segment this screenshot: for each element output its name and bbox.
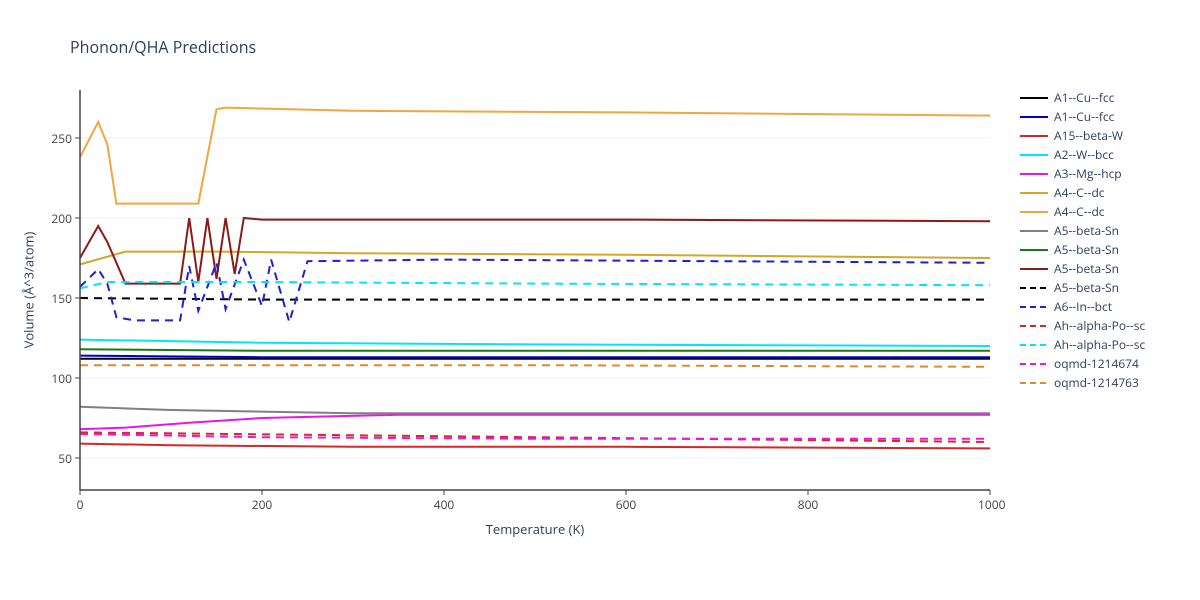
legend-item[interactable]: A4--C--dc [1020, 183, 1190, 202]
series-line[interactable] [80, 365, 990, 367]
series-line[interactable] [80, 340, 990, 346]
legend: A1--Cu--fcc A1--Cu--fcc A15--beta-W A2--W--… [1020, 88, 1190, 392]
legend-label: A5--beta-Sn [1054, 260, 1119, 277]
legend-swatch [1020, 92, 1048, 104]
legend-swatch [1020, 339, 1048, 351]
legend-item[interactable]: A6--In--bct [1020, 297, 1190, 316]
legend-item[interactable]: Ah--alpha-Po--sc [1020, 335, 1190, 354]
legend-swatch [1020, 187, 1048, 199]
legend-item[interactable]: A2--W--bcc [1020, 145, 1190, 164]
legend-swatch [1020, 225, 1048, 237]
x-tick-label: 800 [796, 496, 820, 513]
legend-item[interactable]: oqmd-1214763 [1020, 373, 1190, 392]
y-tick-label: 50 [58, 450, 72, 467]
legend-label: A5--beta-Sn [1054, 241, 1119, 258]
legend-label: A5--beta-Sn [1054, 222, 1119, 239]
chart-title: Phonon/QHA Predictions [70, 36, 256, 58]
series-line[interactable] [80, 260, 990, 322]
series-line[interactable] [80, 349, 990, 351]
legend-swatch [1020, 206, 1048, 218]
series-line[interactable] [80, 108, 990, 204]
legend-label: A4--C--dc [1054, 203, 1105, 220]
legend-swatch [1020, 111, 1048, 123]
series-line[interactable] [80, 444, 990, 449]
legend-swatch [1020, 320, 1048, 332]
legend-item[interactable]: A5--beta-Sn [1020, 240, 1190, 259]
legend-label: oqmd-1214763 [1054, 374, 1139, 391]
x-axis-label: Temperature (K) [80, 520, 990, 538]
legend-item[interactable]: A5--beta-Sn [1020, 278, 1190, 297]
legend-item[interactable]: A3--Mg--hcp [1020, 164, 1190, 183]
legend-swatch [1020, 301, 1048, 313]
x-tick-label: 0 [68, 496, 92, 513]
legend-label: A2--W--bcc [1054, 146, 1114, 163]
legend-label: A3--Mg--hcp [1054, 165, 1122, 182]
legend-item[interactable]: A4--C--dc [1020, 202, 1190, 221]
legend-label: oqmd-1214674 [1054, 355, 1139, 372]
series-line[interactable] [80, 432, 990, 442]
legend-item[interactable]: A1--Cu--fcc [1020, 88, 1190, 107]
legend-item[interactable]: oqmd-1214674 [1020, 354, 1190, 373]
legend-item[interactable]: A5--beta-Sn [1020, 259, 1190, 278]
x-tick-label: 400 [432, 496, 456, 513]
y-tick-label: 150 [51, 290, 72, 307]
legend-swatch [1020, 282, 1048, 294]
legend-label: Ah--alpha-Po--sc [1054, 336, 1145, 353]
x-tick-label: 200 [250, 496, 274, 513]
plot-area [80, 90, 990, 490]
legend-item[interactable]: Ah--alpha-Po--sc [1020, 316, 1190, 335]
legend-swatch [1020, 168, 1048, 180]
legend-swatch [1020, 358, 1048, 370]
legend-item[interactable]: A1--Cu--fcc [1020, 107, 1190, 126]
series-line[interactable] [80, 415, 990, 429]
legend-swatch [1020, 130, 1048, 142]
legend-item[interactable]: A15--beta-W [1020, 126, 1190, 145]
y-axis-label: Volume (Å^3/atom) [18, 90, 38, 490]
legend-swatch [1020, 244, 1048, 256]
legend-label: A5--beta-Sn [1054, 279, 1119, 296]
x-tick-label: 600 [614, 496, 638, 513]
x-tick-label: 1000 [978, 496, 1002, 513]
legend-label: A1--Cu--fcc [1054, 89, 1114, 106]
y-tick-label: 200 [51, 210, 72, 227]
y-tick-label: 100 [51, 370, 72, 387]
legend-swatch [1020, 263, 1048, 275]
series-line[interactable] [80, 407, 990, 413]
legend-label: Ah--alpha-Po--sc [1054, 317, 1145, 334]
legend-swatch [1020, 149, 1048, 161]
legend-label: A1--Cu--fcc [1054, 108, 1114, 125]
series-line[interactable] [80, 282, 990, 288]
legend-label: A6--In--bct [1054, 298, 1112, 315]
y-tick-label: 250 [51, 130, 72, 147]
chart-svg [80, 90, 990, 490]
series-line[interactable] [80, 356, 990, 358]
legend-label: A15--beta-W [1054, 127, 1123, 144]
legend-swatch [1020, 377, 1048, 389]
legend-item[interactable]: A5--beta-Sn [1020, 221, 1190, 240]
legend-label: A4--C--dc [1054, 184, 1105, 201]
